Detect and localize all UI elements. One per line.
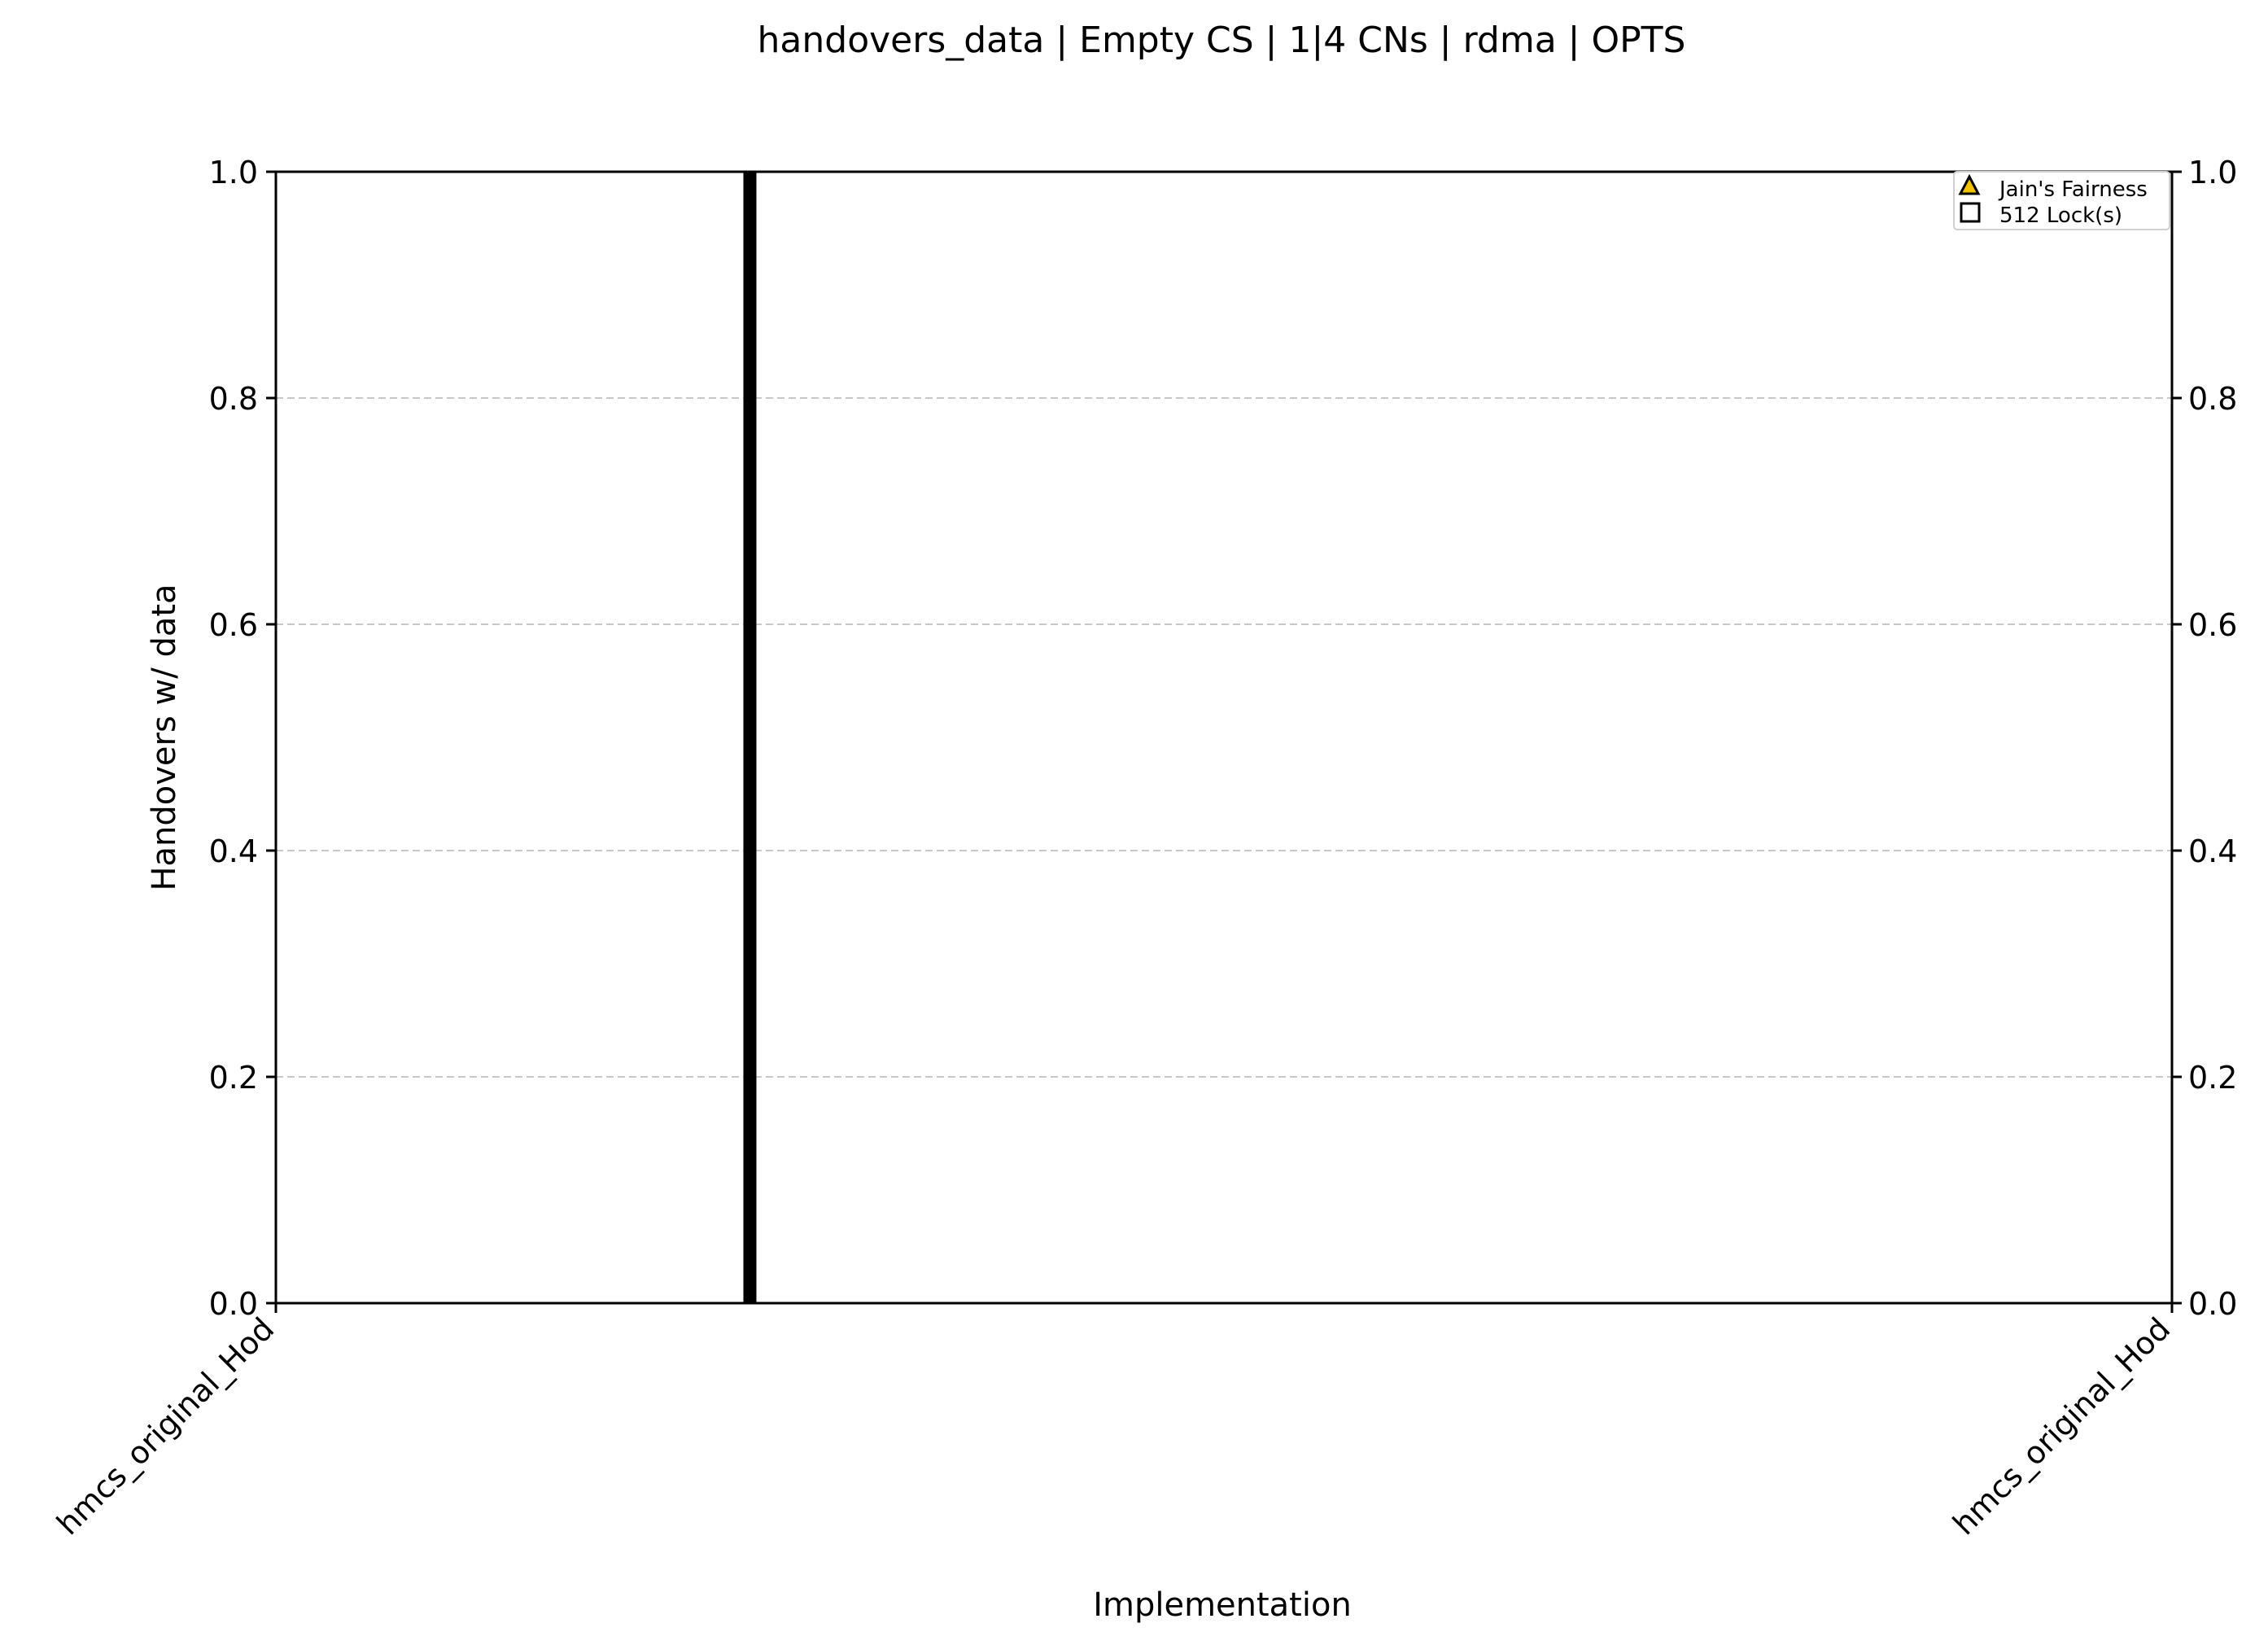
bars [743,172,757,1303]
x-axis-label: Implementation [1093,1586,1352,1624]
right-y-tick-label: 0.8 [2188,381,2237,417]
x-tick-label: hmcs_original_Hod [1946,1310,2177,1542]
gridlines [276,397,2172,1078]
legend-box [1953,171,2170,230]
plot-frame [274,170,2174,1305]
legend-marker-square [1960,202,1981,223]
y-tick-label: 0.2 [209,1060,258,1096]
right-y-tick-label: 1.0 [2188,155,2237,190]
legend-label-locks: 512 Lock(s) [1999,203,2122,228]
right-y-tick-label: 0.6 [2188,607,2237,643]
y-tick-label: 0.8 [209,381,258,417]
y-tick-label: 0.4 [209,833,258,869]
legend-marker-triangle [1958,173,1981,195]
legend: Jain's Fairness 512 Lock(s) [1953,171,2170,230]
bar [743,172,757,1303]
chart-title: handovers_data | Empty CS | 1|4 CNs | rd… [758,20,1686,61]
legend-label-fairness: Jain's Fairness [1998,177,2148,202]
right-y-tick-label: 0.2 [2188,1060,2237,1096]
x-axis: hmcs_original_Hod hmcs_original_Hod [50,1303,2177,1542]
y-tick-label: 0.0 [209,1286,258,1322]
right-y-axis: 0.0 0.2 0.4 0.6 0.8 1.0 [2172,155,2237,1322]
left-y-axis: 0.0 0.2 0.4 0.6 0.8 1.0 [209,155,276,1322]
right-y-tick-label: 0.0 [2188,1286,2237,1322]
right-y-tick-label: 0.4 [2188,833,2237,869]
x-tick-label: hmcs_original_Hod [50,1310,281,1542]
y-tick-label: 1.0 [209,155,258,190]
y-tick-label: 0.6 [209,607,258,643]
y-axis-label: Handovers w/ data [146,584,183,890]
